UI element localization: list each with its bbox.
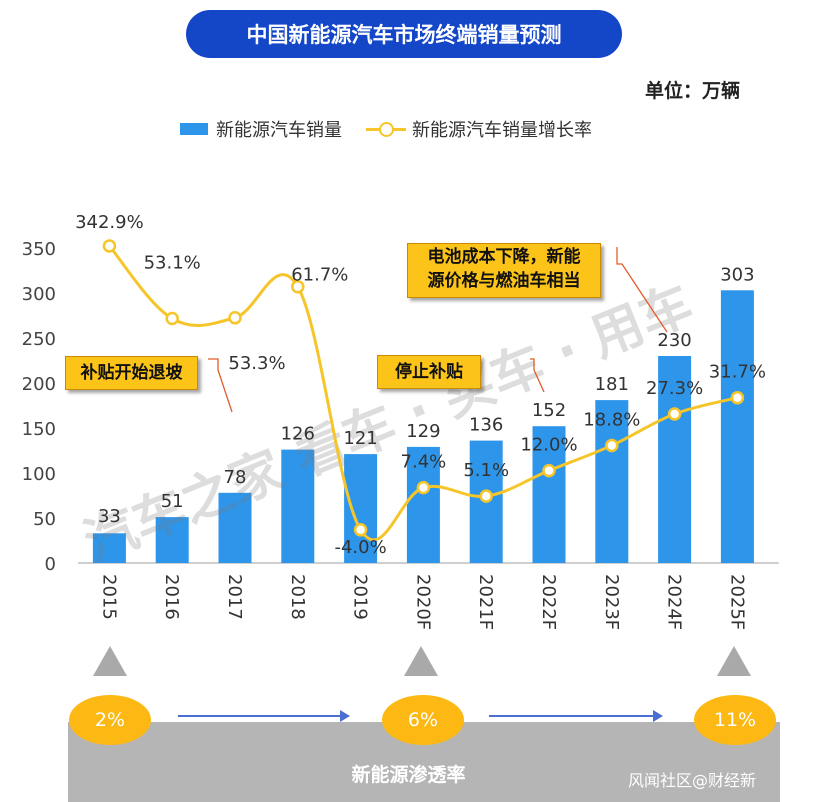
leader-subsidy-stop — [530, 358, 545, 393]
x-tick-label: 2015 — [98, 574, 119, 620]
y-tick-label: 300 — [22, 284, 56, 305]
arrow-2015-2020 — [178, 710, 350, 722]
growth-point-2016 — [165, 311, 179, 326]
x-tick-label: 2022F — [538, 574, 559, 630]
x-tick-label: 2021F — [475, 574, 496, 630]
x-tick-label: 2017 — [224, 574, 245, 620]
legend-line-label: 新能源汽车销量增长率 — [412, 120, 592, 141]
legend-item-line: 新能源汽车销量增长率 — [366, 116, 592, 142]
bar-value-label: 230 — [657, 330, 691, 351]
growth-point-2024F — [667, 407, 682, 421]
growth-rate-label: 53.1% — [144, 253, 201, 274]
growth-point-2019 — [353, 523, 368, 537]
growth-rate-label: 12.0% — [520, 435, 577, 456]
callout-battery-line2: 源价格与燃油车相当 — [427, 271, 581, 291]
growth-point-2017 — [228, 311, 242, 325]
y-tick-label: 350 — [22, 239, 56, 260]
legend-item-bar: 新能源汽车销量 — [180, 116, 342, 142]
bar-value-label: 129 — [406, 421, 440, 442]
x-tick-label: 2024F — [664, 574, 685, 630]
bar-value-label: 33 — [98, 506, 121, 527]
legend: 新能源汽车销量 新能源汽车销量增长率 — [180, 116, 616, 142]
marker-triangle-2015 — [93, 646, 127, 676]
growth-rate-label: 342.9% — [75, 212, 144, 233]
marker-triangle-2020 — [404, 646, 438, 676]
growth-rate-label: 27.3% — [646, 378, 703, 399]
legend-bar-swatch — [180, 123, 208, 135]
x-tick-label: 2023F — [601, 574, 622, 630]
bar-value-label: 136 — [469, 415, 503, 436]
bar-2015 — [92, 533, 126, 563]
x-tick-label: 2019 — [350, 574, 371, 620]
leader-battery-cost — [616, 247, 668, 333]
bar-value-label: 126 — [281, 424, 315, 445]
growth-rate-label: 31.7% — [709, 362, 766, 383]
growth-rate-label: 61.7% — [291, 265, 348, 286]
chart-title: 中国新能源汽车市场终端销量预测 — [186, 10, 622, 58]
growth-point-2023F — [605, 438, 619, 453]
y-tick-label: 250 — [22, 329, 56, 350]
unit-label: 单位：万辆 — [645, 80, 741, 102]
callout-battery-cost: 电池成本下降，新能 源价格与燃油车相当 — [407, 243, 601, 298]
x-tick-label: 2018 — [287, 574, 308, 620]
marker-triangle-2025 — [717, 646, 751, 676]
penetration-2025: 11% — [694, 695, 776, 745]
bar-value-label: 181 — [595, 374, 629, 395]
y-tick-label: 50 — [33, 509, 56, 530]
bar-value-label: 78 — [224, 467, 247, 488]
growth-rate-label: 5.1% — [463, 460, 509, 481]
y-tick-label: 0 — [45, 554, 56, 575]
bar-2023F — [595, 400, 629, 563]
bar-2017 — [218, 492, 252, 563]
growth-point-2015 — [102, 239, 117, 253]
bar-2019 — [344, 454, 378, 563]
growth-rate-label: 18.8% — [583, 409, 640, 430]
y-tick-label: 150 — [22, 419, 56, 440]
growth-point-2022F — [542, 463, 556, 478]
growth-rate-label: 7.4% — [401, 452, 447, 473]
y-tick-label: 200 — [22, 374, 56, 395]
growth-point-2020F — [416, 480, 431, 495]
y-tick-label: 100 — [22, 464, 56, 485]
growth-point-2021F — [479, 489, 493, 503]
x-tick-label: 2020F — [412, 574, 433, 630]
bar-value-label: 152 — [532, 400, 566, 421]
legend-line-swatch — [366, 121, 406, 137]
bar-2025F — [720, 290, 754, 563]
bar-2016 — [155, 517, 189, 563]
penetration-2020: 6% — [382, 695, 464, 745]
arrow-2020-2025 — [489, 710, 663, 722]
growth-point-2025F — [730, 390, 745, 405]
bar-value-label: 303 — [720, 264, 754, 285]
callout-subsidy-stop: 停止补贴 — [377, 355, 481, 389]
bar-2022F — [532, 426, 566, 563]
bar-2024F — [658, 356, 692, 563]
legend-bar-label: 新能源汽车销量 — [216, 120, 342, 141]
callout-subsidy-retreat: 补贴开始退坡 — [65, 356, 198, 390]
penetration-2015: 2% — [69, 695, 151, 745]
penetration-label: 新能源渗透率 — [351, 764, 466, 786]
growth-rate-label: -4.0% — [334, 537, 386, 558]
growth-point-2018 — [291, 279, 305, 294]
x-tick-label: 2016 — [161, 574, 182, 620]
growth-rate-label: 53.3% — [228, 353, 285, 374]
bar-value-label: 51 — [161, 491, 184, 512]
callout-battery-line1: 电池成本下降，新能 — [427, 247, 581, 267]
bar-2018 — [281, 449, 315, 563]
bar-2020F — [406, 446, 440, 563]
x-tick-label: 2025F — [726, 574, 747, 630]
source-credit: 风闻社区@财经新 — [628, 771, 757, 790]
leader-subsidy-retreat — [208, 358, 233, 413]
bar-value-label: 121 — [343, 428, 377, 449]
